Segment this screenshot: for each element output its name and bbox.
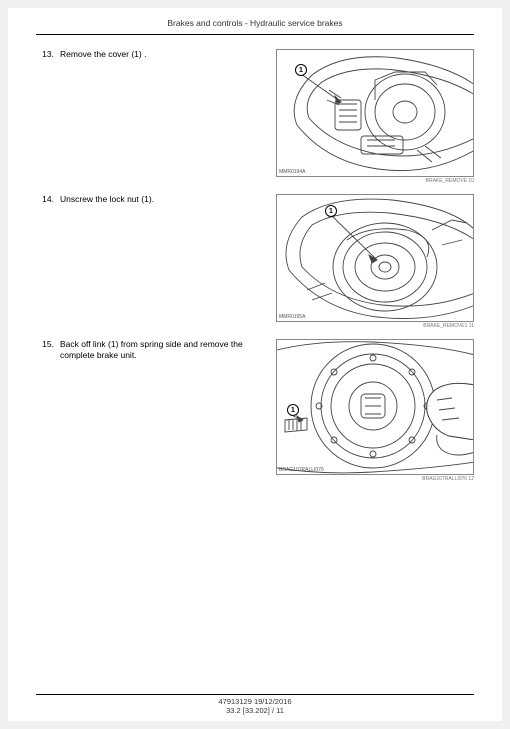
step-13: 13. Remove the cover (1) . 1 <box>36 49 474 186</box>
callout-1: 1 <box>325 205 337 217</box>
figure-col: 1 <box>276 339 474 484</box>
footer-pageref: 33.2 [33.202] / 11 <box>36 706 474 715</box>
step-text: Remove the cover (1) . <box>60 49 276 60</box>
step-text: Back off link (1) from spring side and r… <box>60 339 276 361</box>
step-number: 13. <box>36 49 60 59</box>
figure-14: 1 <box>276 194 474 322</box>
figure-col: 1 <box>276 49 474 186</box>
step-15: 15. Back off link (1) from spring side a… <box>36 339 474 484</box>
figure-13: 1 <box>276 49 474 177</box>
step-14: 14. Unscrew the lock nut (1). 1 <box>36 194 474 331</box>
step-number: 15. <box>36 339 60 349</box>
figure-15: 1 <box>276 339 474 475</box>
figure-caption: BRAKE_REMOVE1 11 <box>276 323 474 329</box>
figure-caption: BRAKE_REMOVE 10 <box>276 178 474 184</box>
callout-1: 1 <box>295 64 307 76</box>
drawing-15 <box>277 340 474 475</box>
step-number: 14. <box>36 194 60 204</box>
page-footer: 47913129 19/12/2016 33.2 [33.202] / 11 <box>36 694 474 715</box>
footer-docnum: 47913129 19/12/2016 <box>36 697 474 706</box>
fig-ref: MMR0195A <box>279 314 305 320</box>
drawing-14 <box>277 195 474 322</box>
page: Brakes and controls - Hydraulic service … <box>8 8 502 721</box>
fig-ref: MMR0194A <box>279 169 305 175</box>
header-divider <box>36 34 474 35</box>
figure-caption: BRAG107RALLI076 12 <box>276 476 474 482</box>
page-header: Brakes and controls - Hydraulic service … <box>36 18 474 34</box>
figure-col: 1 <box>276 194 474 331</box>
footer-divider <box>36 694 474 695</box>
step-text: Unscrew the lock nut (1). <box>60 194 276 205</box>
callout-1: 1 <box>287 404 299 416</box>
fig-ref: BRAG107RALLI076 <box>279 467 324 473</box>
